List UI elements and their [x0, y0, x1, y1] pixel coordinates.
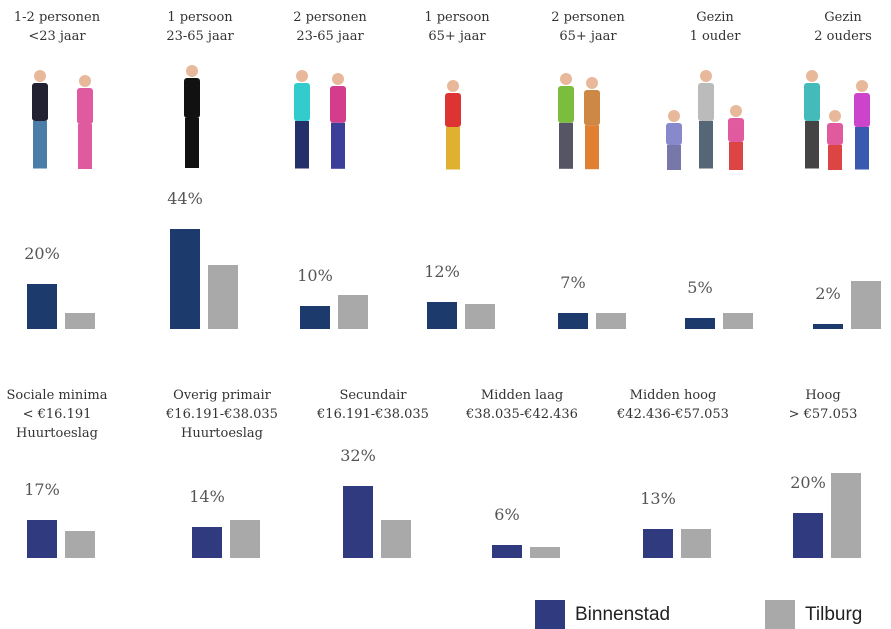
category-label: Midden hoog €42.436-€57.053: [598, 386, 748, 424]
category-label: Hoog > €57.053: [748, 386, 891, 424]
person-shape: [185, 118, 199, 168]
person-shape: [586, 77, 598, 89]
bar: [170, 229, 200, 329]
bar: [643, 529, 673, 558]
bar: [27, 284, 57, 329]
person-shape: [558, 86, 574, 123]
value-label: 20%: [778, 473, 838, 492]
legend-swatch: [765, 600, 795, 629]
person-shape: [728, 118, 744, 142]
bar: [208, 265, 238, 329]
person-shape: [667, 145, 681, 170]
person-shape: [295, 121, 309, 169]
bar: [558, 313, 588, 329]
person-shape: [78, 124, 92, 169]
person-shape: [296, 70, 308, 82]
person-shape: [33, 121, 47, 169]
person-shape: [829, 110, 841, 122]
bar: [343, 486, 373, 558]
bar: [300, 306, 330, 329]
bar: [813, 324, 843, 329]
person-shape: [828, 145, 842, 170]
bar: [427, 302, 457, 329]
bar: [492, 545, 522, 559]
bar: [192, 527, 222, 559]
bar: [596, 313, 626, 329]
category-label: Secundair €16.191-€38.035: [298, 386, 448, 424]
person-shape: [698, 83, 714, 121]
category-label: Sociale minima < €16.191 Huurtoeslag: [0, 386, 132, 443]
bar: [338, 295, 368, 329]
bar: [230, 520, 260, 558]
person-shape: [79, 75, 91, 87]
person-shape: [34, 70, 46, 82]
legend-swatch: [535, 600, 565, 629]
person-shape: [294, 83, 310, 121]
legend-label: Binnenstad: [575, 604, 670, 626]
bar: [831, 473, 861, 559]
person-shape: [666, 123, 682, 145]
value-label: 2%: [798, 284, 858, 303]
person-shape: [445, 93, 461, 127]
person-shape: [805, 121, 819, 169]
bar: [793, 513, 823, 558]
person-shape: [559, 123, 573, 169]
value-label: 10%: [285, 266, 345, 285]
bar: [465, 304, 495, 329]
value-label: 20%: [12, 244, 72, 263]
value-label: 5%: [670, 278, 730, 297]
person-shape: [806, 70, 818, 82]
category-label: Gezin 2 ouders: [768, 8, 891, 46]
person-shape: [32, 83, 48, 121]
bar: [851, 281, 881, 329]
person-shape: [77, 88, 93, 124]
person-shape: [330, 86, 346, 123]
person-shape: [699, 121, 713, 169]
person-shape: [332, 73, 344, 85]
person-shape: [855, 127, 869, 170]
infographic: 1-2 personen <23 jaar 20% 1 persoon 23-65 …: [0, 0, 891, 629]
person-shape: [331, 123, 345, 169]
person-shape: [585, 125, 599, 169]
category-label: 1 persoon 65+ jaar: [382, 8, 532, 46]
person-shape: [856, 80, 868, 92]
value-label: 32%: [328, 446, 388, 465]
value-label: 12%: [412, 262, 472, 281]
bar: [27, 520, 57, 558]
person-shape: [804, 83, 820, 121]
person-shape: [584, 90, 600, 125]
people-illustrations: [0, 55, 891, 170]
value-label: 7%: [543, 273, 603, 292]
value-label: 17%: [12, 480, 72, 499]
bar: [65, 313, 95, 329]
person-shape: [854, 93, 870, 127]
person-shape: [729, 142, 743, 170]
bar: [381, 520, 411, 558]
bar: [65, 531, 95, 558]
person-shape: [186, 65, 198, 77]
person-shape: [447, 80, 459, 92]
category-label: 1-2 personen <23 jaar: [0, 8, 132, 46]
person-shape: [827, 123, 843, 145]
person-shape: [668, 110, 680, 122]
value-label: 13%: [628, 489, 688, 508]
person-shape: [700, 70, 712, 82]
bar: [685, 318, 715, 329]
value-label: 14%: [177, 487, 237, 506]
category-label: Overig primair €16.191-€38.035 Huurtoesl…: [147, 386, 297, 443]
person-shape: [730, 105, 742, 117]
person-shape: [446, 127, 460, 170]
value-label: 6%: [477, 505, 537, 524]
bar: [681, 529, 711, 558]
bar: [723, 313, 753, 329]
legend-label: Tilburg: [805, 604, 862, 626]
category-label: Midden laag €38.035-€42.436: [447, 386, 597, 424]
category-label: 1 persoon 23-65 jaar: [125, 8, 275, 46]
person-shape: [184, 78, 200, 118]
person-shape: [560, 73, 572, 85]
value-label: 44%: [155, 189, 215, 208]
bar: [530, 547, 560, 558]
